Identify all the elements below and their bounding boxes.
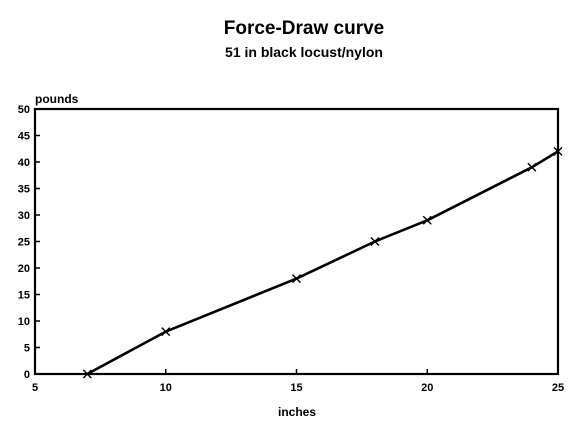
data-point-marker — [161, 327, 171, 337]
y-tick-label: 40 — [18, 157, 30, 169]
y-tick-label: 45 — [18, 131, 30, 143]
data-point-marker — [82, 369, 92, 379]
x-tick-label: 10 — [160, 382, 172, 394]
x-tick-label: 5 — [32, 382, 38, 394]
y-tick-label: 25 — [18, 237, 30, 249]
y-tick-label: 5 — [24, 343, 30, 355]
chart-subtitle: 51 in black locust/nylon — [225, 44, 383, 60]
x-tick-label: 20 — [421, 382, 433, 394]
data-point-marker — [370, 237, 380, 246]
y-tick-label: 10 — [18, 316, 30, 328]
y-tick-label: 0 — [24, 369, 30, 381]
y-tick-label: 50 — [18, 104, 30, 116]
x-tick-label: 25 — [552, 382, 564, 394]
y-tick-label: 35 — [18, 184, 30, 196]
data-point-marker — [422, 215, 432, 225]
y-tick-label: 30 — [18, 210, 30, 222]
data-point-marker — [292, 274, 301, 284]
x-axis-label: inches — [278, 405, 316, 419]
x-tick-label: 15 — [290, 382, 302, 394]
chart-title: Force-Draw curve — [224, 18, 385, 39]
data-point-marker — [553, 146, 563, 156]
data-point-marker — [527, 162, 537, 172]
y-axis-label: pounds — [35, 92, 79, 106]
plot-frame — [33, 107, 560, 376]
y-tick-label: 20 — [18, 263, 30, 275]
y-tick-label: 15 — [18, 290, 30, 302]
series-line — [86, 150, 560, 376]
